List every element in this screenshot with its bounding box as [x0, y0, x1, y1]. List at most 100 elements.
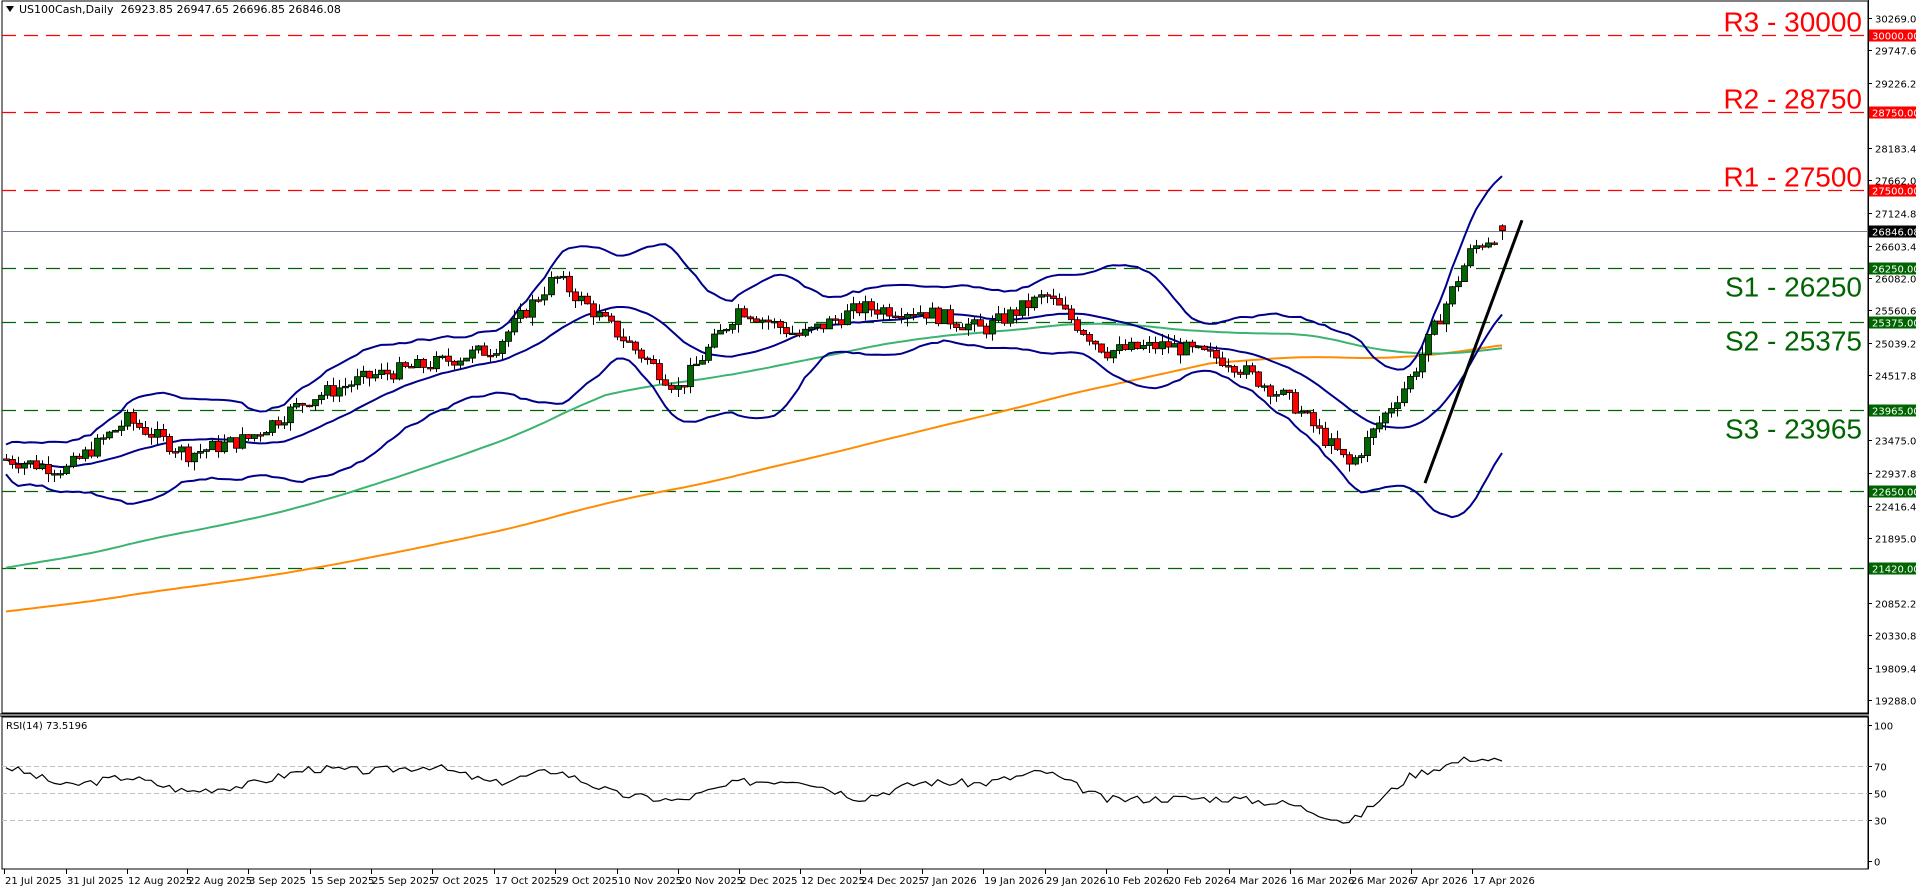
price-tick: 21895.00 [1875, 535, 1916, 546]
svg-text:30000.00: 30000.00 [1872, 32, 1916, 43]
bull-candle [995, 313, 1002, 321]
bear-candle [838, 319, 845, 326]
bear-candle [1292, 392, 1299, 414]
bear-candle [783, 327, 790, 335]
trendline[interactable] [1423, 219, 1524, 484]
bull-candle [463, 357, 470, 362]
bull-candle [814, 323, 821, 328]
rsi-tick: 70 [1874, 763, 1887, 774]
bull-candle [499, 340, 506, 354]
bear-candle [1437, 320, 1444, 325]
date-tick: 20 Feb 2026 [1168, 876, 1230, 887]
bull-candle [336, 387, 343, 397]
bull-candle [269, 420, 276, 433]
date-tick: 29 Jan 2026 [1046, 876, 1106, 887]
bear-candle [1304, 411, 1311, 414]
bear-candle [977, 319, 984, 327]
bull-candle [965, 323, 972, 331]
bull-candle [106, 431, 113, 439]
price-axis[interactable]: 30000.00 28750.00 27500.00 26250.00 25375.00… [1868, 0, 1916, 714]
bull-candle [118, 425, 125, 431]
rsi-tick: 50 [1874, 790, 1887, 801]
bear-candle [487, 354, 494, 358]
bear-candle [390, 373, 397, 380]
rsi-tick: 100 [1874, 722, 1893, 733]
bull-candle [312, 399, 319, 407]
bull-candle [1140, 345, 1147, 349]
bull-candle [1280, 389, 1287, 395]
bear-candle [1098, 343, 1105, 353]
bear-candle [1213, 350, 1220, 359]
level-tag-s3 [1869, 404, 1916, 417]
bear-candle [1499, 225, 1506, 231]
bear-candle [481, 345, 488, 356]
bear-candle [1346, 454, 1353, 465]
bear-candle [753, 318, 760, 323]
bull-candle [1388, 408, 1395, 414]
bull-candle [21, 463, 28, 469]
price-tick: 28183.40 [1875, 145, 1916, 156]
bear-candle [1237, 371, 1244, 375]
bull-candle [112, 430, 119, 433]
bull-candle [1298, 411, 1305, 414]
date-tick: 16 Mar 2026 [1291, 876, 1354, 887]
bear-candle [608, 315, 615, 322]
price-tick: 22416.40 [1875, 503, 1916, 514]
bear-candle [898, 315, 905, 319]
bull-candle [324, 385, 331, 396]
bull-candle [789, 332, 796, 336]
bull-candle [1394, 402, 1401, 409]
bear-candle [1074, 319, 1081, 331]
bear-candle [681, 385, 688, 388]
main-pane[interactable] [1, 0, 1869, 714]
bull-candle [1461, 265, 1468, 282]
level-tag-s1 [1869, 262, 1916, 275]
bear-candle [747, 316, 754, 320]
bear-candle [1001, 313, 1008, 324]
ascending-trendline[interactable] [1423, 219, 1524, 484]
level-tag-l5 [1869, 485, 1916, 498]
bear-candle [1310, 412, 1317, 427]
bear-candle [136, 422, 143, 428]
bull-candle [197, 451, 204, 454]
bull-candle [203, 449, 210, 452]
bull-candle [529, 299, 536, 318]
bear-candle [566, 275, 573, 293]
ma-green-line [5, 322, 1503, 569]
bull-candle [505, 331, 512, 342]
bull-candle [287, 406, 294, 424]
bull-candle [154, 429, 161, 438]
collapse-triangle-icon[interactable] [6, 6, 14, 12]
bull-candle [342, 385, 349, 389]
bear-candle [330, 385, 337, 397]
level-label-r2: R2 - 28750 [1723, 84, 1862, 115]
bull-candle [862, 301, 869, 314]
bear-candle [142, 427, 149, 435]
date-tick: 10 Feb 2026 [1107, 876, 1169, 887]
bear-candle [445, 355, 452, 362]
bear-candle [1086, 334, 1093, 342]
bear-candle [1104, 351, 1111, 359]
bull-candle [318, 394, 325, 400]
price-tick: 30269.00 [1875, 15, 1916, 26]
bull-candle [917, 312, 924, 316]
bear-candle [275, 420, 282, 426]
bear-candle [299, 402, 306, 406]
bull-candle [1116, 344, 1123, 351]
bull-candle [348, 384, 355, 387]
bear-candle [820, 323, 827, 330]
price-tick: 27662.00 [1875, 177, 1916, 188]
date-tick: 7 Oct 2025 [433, 876, 488, 887]
date-tick: 17 Apr 2026 [1473, 876, 1535, 887]
level-label-s2: S2 - 25375 [1725, 326, 1862, 357]
bear-candle [384, 369, 391, 375]
level-tag-r2 [1869, 106, 1916, 119]
symbol-label: US100Cash,Daily [19, 3, 114, 16]
bull-candle [372, 374, 379, 379]
bull-candle [178, 446, 185, 453]
bull-candle [293, 402, 300, 408]
level-label-s1: S1 - 26250 [1725, 272, 1862, 303]
bull-candle [1273, 394, 1280, 397]
